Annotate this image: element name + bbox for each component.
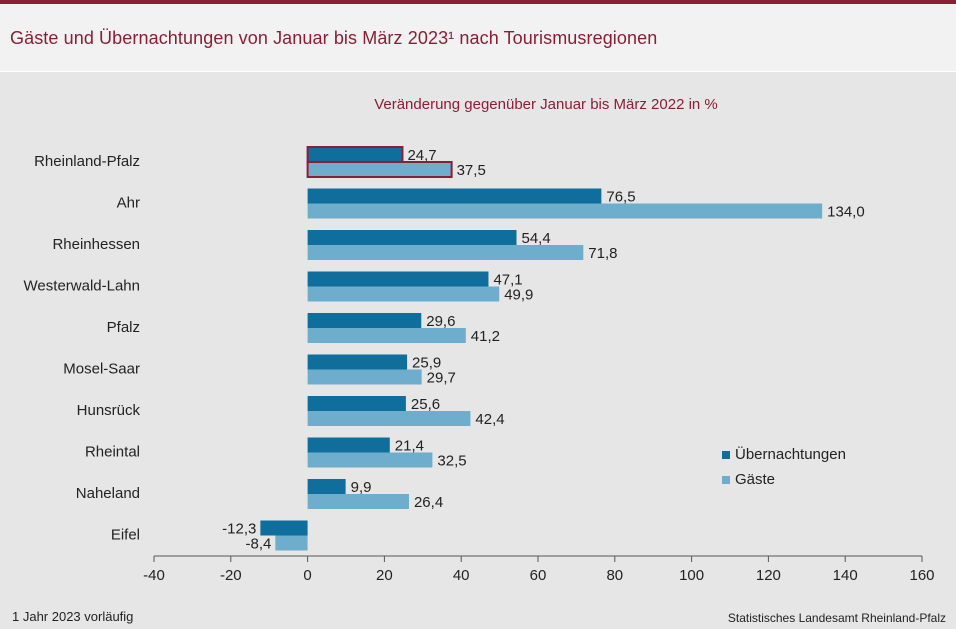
bar-uebernachtungen-westerwald-lahn <box>307 271 489 287</box>
legend-label-gaeste: Gäste <box>735 471 776 488</box>
chart-title: Veränderung gegenüber Januar bis März 20… <box>374 96 718 113</box>
category-label-westerwald-lahn: Westerwald-Lahn <box>24 278 140 295</box>
bar-uebernachtungen-pfalz <box>307 313 422 328</box>
data-label-uebernachtungen-rheinhessen: 54,4 <box>521 230 550 247</box>
data-label-gaeste-ahr: 134,0 <box>827 204 865 221</box>
bar-uebernachtungen-mosel-saar <box>307 354 408 370</box>
bar-uebernachtungen-naheland <box>307 479 346 494</box>
bar-gaeste-naheland <box>307 494 409 509</box>
data-label-uebernachtungen-rheintal: 21,4 <box>395 438 424 455</box>
x-tick-label-7: 100 <box>679 567 704 584</box>
data-label-gaeste-mosel-saar: 29,7 <box>427 370 456 387</box>
legend-swatch-gaeste <box>722 475 730 484</box>
bar-gaeste-pfalz <box>307 328 466 343</box>
category-label-hunsrueck: Hunsrück <box>77 402 141 419</box>
data-label-gaeste-pfalz: 41,2 <box>471 328 500 345</box>
legend: Übernachtungen Gäste <box>722 442 846 492</box>
category-label-naheland: Naheland <box>76 485 140 502</box>
bar-gaeste-eifel <box>275 535 308 551</box>
page-title: Gäste und Übernachtungen von Januar bis … <box>10 28 658 48</box>
bar-gaeste-ahr <box>307 203 823 219</box>
category-label-rheinhessen: Rheinhessen <box>52 236 140 253</box>
bar-uebernachtungen-hunsrueck <box>307 396 406 411</box>
x-tick-label-1: -20 <box>220 567 242 584</box>
legend-swatch-uebernachtungen <box>722 450 730 459</box>
bar-gaeste-rheintal <box>307 452 433 468</box>
data-label-gaeste-naheland: 26,4 <box>414 494 443 511</box>
bar-gaeste-rheinland-pfalz <box>306 161 453 178</box>
footnote: 1 Jahr 2023 vorläufig <box>12 609 134 624</box>
x-tick-label-10: 160 <box>909 567 934 584</box>
bar-uebernachtungen-eifel <box>260 520 308 536</box>
data-label-uebernachtungen-pfalz: 29,6 <box>426 313 455 330</box>
data-label-uebernachtungen-rheinland-pfalz: 24,7 <box>407 147 436 164</box>
data-label-uebernachtungen-ahr: 76,5 <box>606 189 635 206</box>
category-label-ahr: Ahr <box>117 195 140 212</box>
x-tick-label-9: 140 <box>833 567 858 584</box>
data-label-uebernachtungen-mosel-saar: 25,9 <box>412 355 441 372</box>
brand-bar <box>0 0 956 4</box>
data-label-uebernachtungen-westerwald-lahn: 47,1 <box>493 272 522 289</box>
legend-item-uebernachtungen: Übernachtungen <box>722 442 846 467</box>
bar-gaeste-westerwald-lahn <box>307 286 500 302</box>
source-credit: Statistisches Landesamt Rheinland-Pfalz <box>727 611 946 625</box>
bar-gaeste-hunsrueck <box>307 411 471 426</box>
category-label-rheintal: Rheintal <box>85 444 140 461</box>
legend-item-gaeste: Gäste <box>722 467 846 492</box>
legend-label-uebernachtungen: Übernachtungen <box>735 446 846 463</box>
bar-uebernachtungen-ahr <box>307 188 602 204</box>
data-label-gaeste-rheintal: 32,5 <box>437 453 466 470</box>
data-label-gaeste-westerwald-lahn: 49,9 <box>504 287 533 304</box>
data-label-gaeste-hunsrueck: 42,4 <box>475 411 504 428</box>
data-label-uebernachtungen-eifel: -12,3 <box>222 521 256 538</box>
bar-uebernachtungen-rheintal <box>307 437 390 453</box>
bar-gaeste-mosel-saar <box>307 369 422 385</box>
x-tick-label-2: 0 <box>303 567 311 584</box>
x-tick-label-0: -40 <box>143 567 165 584</box>
x-tick-label-8: 120 <box>756 567 781 584</box>
category-label-eifel: Eifel <box>111 527 140 544</box>
plot-area <box>0 72 956 629</box>
bar-uebernachtungen-rheinland-pfalz <box>306 146 404 163</box>
bar-gaeste-rheinhessen <box>307 245 584 260</box>
data-label-gaeste-eifel: -8,4 <box>245 536 271 553</box>
category-label-pfalz: Pfalz <box>107 319 140 336</box>
x-tick-label-5: 60 <box>530 567 547 584</box>
data-label-gaeste-rheinland-pfalz: 37,5 <box>457 162 486 179</box>
bar-uebernachtungen-rheinhessen <box>307 230 517 245</box>
x-tick-label-6: 80 <box>606 567 623 584</box>
category-label-mosel-saar: Mosel-Saar <box>63 361 140 378</box>
category-label-rheinland-pfalz: Rheinland-Pfalz <box>34 153 140 170</box>
header: Gäste und Übernachtungen von Januar bis … <box>0 4 956 72</box>
data-label-uebernachtungen-hunsrueck: 25,6 <box>411 396 440 413</box>
data-label-uebernachtungen-naheland: 9,9 <box>351 479 372 496</box>
data-label-gaeste-rheinhessen: 71,8 <box>588 245 617 262</box>
x-tick-label-3: 20 <box>376 567 393 584</box>
x-tick-label-4: 40 <box>453 567 470 584</box>
